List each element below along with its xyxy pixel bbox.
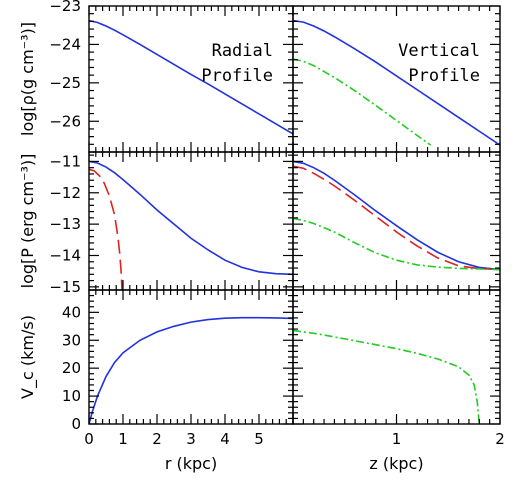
x-axis-label: z (kpc) [369, 454, 423, 473]
panel-density-radial: −23 −24 −25 −26 Radial Profile log[ρ(g cm⁻³)] [18, 0, 294, 153]
panel-frame [292, 289, 501, 425]
panel-frame [88, 151, 294, 291]
y-tick-label: −14 [49, 247, 81, 265]
panel-pressure-vertical [292, 151, 501, 291]
y-tick-label: −11 [49, 152, 81, 170]
y-tick-label: 20 [62, 359, 81, 377]
series-line-pressure-radial-1 [89, 168, 123, 290]
x-tick-label: 1 [118, 430, 128, 448]
panel-density-vertical: Vertical Profile [292, 5, 501, 153]
panel-annotation: Vertical [398, 41, 480, 61]
y-tick-label: −15 [49, 278, 81, 296]
panel-annotation: Profile [201, 66, 273, 86]
y-tick-label: −12 [49, 184, 81, 202]
y-tick-label: 0 [71, 415, 81, 433]
y-axis-label: log[P (erg cm⁻³)] [18, 154, 37, 289]
series-line-pressure-vertical-0 [293, 160, 500, 271]
y-axis-label: log[ρ(g cm⁻³)] [18, 22, 37, 136]
series-line-pressure-radial-0 [89, 160, 293, 276]
x-tick-label: 0 [84, 430, 94, 448]
panel-velocity-radial: 0 10 20 30 40 0 1 2 3 4 5 V_c (km/s) r (kpc) [18, 289, 294, 473]
panel-annotation: Profile [408, 66, 480, 86]
panel-pressure-radial: −11 −12 −13 −14 −15 log[P (erg cm⁻³)] [18, 151, 294, 296]
y-tick-label: −24 [49, 35, 81, 53]
series-line-velocity-radial-0 [89, 316, 293, 424]
x-tick-label: 1 [392, 430, 402, 448]
series-line-pressure-vertical-2 [293, 217, 500, 271]
series-line-velocity-vertical-0 [293, 329, 481, 424]
x-tick-label: 3 [186, 430, 196, 448]
panel-velocity-vertical: 1 2 z (kpc) [292, 289, 505, 473]
y-tick-label: −23 [49, 0, 81, 15]
x-tick-label: 4 [220, 430, 230, 448]
y-tick-label: −25 [49, 74, 81, 92]
series-line-density-vertical-1 [293, 58, 432, 146]
y-tick-label: −13 [49, 215, 81, 233]
series-line-pressure-vertical-1 [293, 165, 500, 271]
x-tick-label: 2 [495, 430, 505, 448]
panel-annotation: Radial [212, 41, 273, 61]
y-tick-label: 40 [62, 303, 81, 321]
y-tick-label: −26 [49, 112, 81, 130]
y-tick-label: 30 [62, 331, 81, 349]
y-tick-label: 10 [62, 387, 81, 405]
x-tick-label: 2 [152, 430, 162, 448]
series-line-density-radial-0 [89, 19, 293, 135]
x-tick-label: 5 [254, 430, 264, 448]
series-line-density-vertical-0 [293, 19, 500, 146]
y-axis-label: V_c (km/s) [18, 315, 38, 399]
x-axis-label: r (kpc) [165, 454, 217, 473]
